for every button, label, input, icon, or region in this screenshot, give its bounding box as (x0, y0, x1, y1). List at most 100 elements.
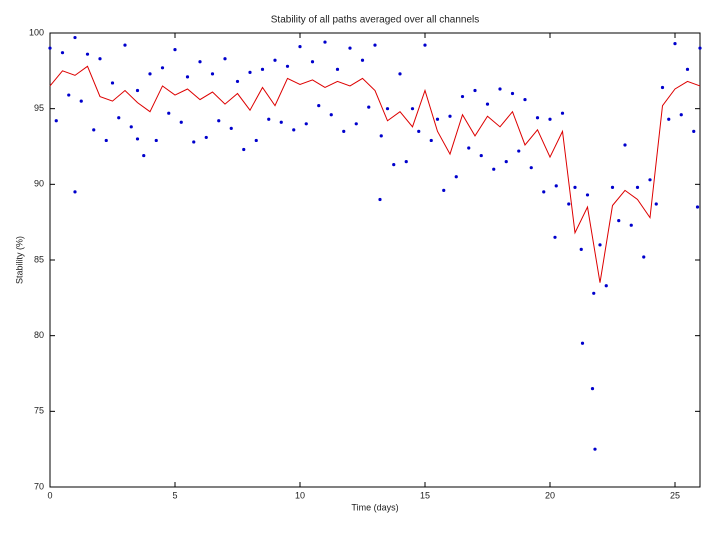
data-point (623, 143, 627, 147)
data-point (73, 190, 77, 194)
data-point (310, 60, 315, 64)
data-point (273, 58, 277, 62)
data-point (260, 67, 265, 71)
data-point (392, 163, 396, 167)
data-point (535, 116, 540, 120)
data-point (267, 117, 271, 121)
data-point (473, 88, 477, 93)
data-point (373, 43, 377, 47)
data-point (379, 134, 383, 138)
data-point (223, 57, 227, 61)
data-point (467, 146, 471, 150)
data-point (479, 153, 483, 158)
data-point (560, 111, 565, 115)
data-point (448, 114, 452, 118)
data-point (73, 35, 77, 40)
data-point (60, 51, 65, 55)
data-point (279, 120, 283, 124)
data-point (442, 188, 446, 192)
plot-frame (49, 32, 701, 488)
data-point (298, 45, 302, 49)
data-point (585, 193, 590, 197)
y-tick-label: 100 (29, 27, 44, 37)
data-point (654, 202, 658, 206)
data-point (348, 46, 352, 50)
x-tick-label: 0 (47, 490, 52, 500)
data-point (498, 87, 502, 91)
data-point (629, 223, 633, 227)
data-point (285, 64, 290, 68)
data-point (460, 94, 465, 99)
x-axis-label: Time (days) (351, 502, 398, 512)
data-point (510, 91, 515, 96)
data-point (235, 79, 240, 84)
data-point (160, 66, 165, 70)
data-point (98, 57, 102, 61)
y-tick-label: 85 (34, 254, 44, 264)
data-point (173, 48, 177, 52)
data-point (104, 138, 108, 143)
data-point (110, 81, 115, 85)
data-point (354, 122, 358, 126)
data-point (580, 341, 585, 345)
data-point (329, 113, 333, 117)
data-point (523, 97, 527, 102)
data-point (642, 255, 646, 259)
data-point (554, 184, 558, 188)
data-point (292, 128, 296, 132)
y-tick-label: 70 (34, 481, 44, 491)
data-point (248, 70, 252, 74)
data-point (610, 185, 615, 189)
data-point (673, 41, 677, 46)
data-point (548, 117, 552, 121)
data-point (553, 235, 557, 239)
data-point (148, 72, 152, 76)
y-tick-label: 80 (34, 330, 44, 340)
data-point (648, 178, 652, 182)
data-point (617, 219, 621, 223)
x-tick-label: 10 (295, 490, 305, 500)
data-point (217, 119, 221, 123)
data-point (679, 113, 683, 117)
data-point (417, 129, 421, 133)
data-point (592, 291, 596, 295)
data-point (135, 137, 140, 141)
data-point (598, 243, 602, 247)
data-point (567, 202, 571, 206)
data-point (404, 160, 408, 164)
data-point (492, 167, 496, 171)
data-point (660, 85, 665, 90)
data-point (335, 67, 340, 71)
y-tick-label: 95 (34, 103, 44, 113)
data-point (192, 140, 196, 144)
data-point (117, 116, 121, 120)
data-point (242, 147, 246, 152)
data-point (48, 46, 52, 50)
data-point (304, 122, 308, 126)
x-tick-label: 25 (670, 490, 680, 500)
data-point (698, 46, 702, 50)
data-point (667, 117, 671, 121)
data-point (229, 126, 233, 130)
data-point (410, 107, 415, 111)
data-point (604, 284, 608, 288)
data-point (85, 52, 90, 56)
data-point (573, 185, 577, 189)
data-point (378, 197, 382, 202)
data-point (342, 129, 346, 133)
data-point (429, 138, 433, 143)
data-point (542, 190, 546, 194)
data-point (398, 72, 402, 76)
data-point (317, 104, 321, 108)
data-point (79, 99, 83, 103)
data-point (185, 75, 190, 79)
data-point (485, 102, 490, 106)
x-tick-label: 5 (172, 490, 177, 500)
data-point (385, 107, 390, 111)
data-point (435, 117, 440, 121)
data-point (204, 135, 208, 140)
data-point (123, 43, 127, 47)
data-point (142, 153, 146, 158)
data-point (529, 166, 533, 170)
